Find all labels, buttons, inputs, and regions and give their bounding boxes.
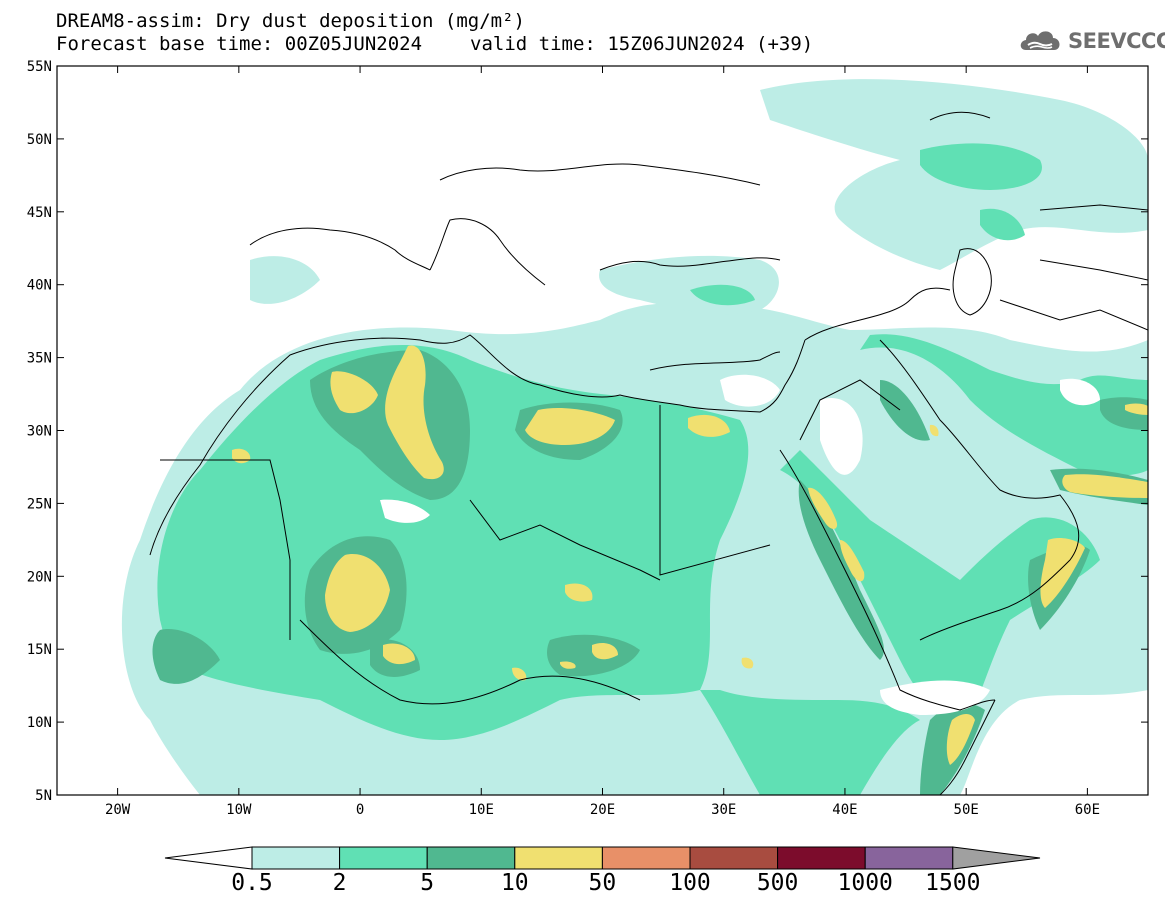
colorbar-segment — [777, 846, 866, 870]
x-tick-label: 30E — [711, 802, 736, 818]
colorbar-segment — [514, 846, 603, 870]
colorbar-segment — [251, 846, 341, 870]
colorbar-label: 50 — [589, 870, 617, 896]
colorbar-label: 5 — [420, 870, 434, 896]
colorbar-label: 500 — [757, 870, 799, 896]
deposition-band-very-high — [232, 345, 1148, 765]
forecast-base-time: Forecast base time: 00Z05JUN2024 — [56, 33, 423, 55]
clear-areas — [380, 374, 1100, 715]
x-tick-label: 60E — [1075, 802, 1100, 818]
axis-labels: 20W 10W 0 10E 20E 30E 40E 50E 60E 5N 10N 15N 20N 25N 3… — [27, 59, 1100, 818]
y-tick-label: 5N — [35, 788, 52, 804]
coastlines — [149, 111, 1148, 795]
colorbar-label: 2 — [333, 870, 347, 896]
axis-ticks — [57, 65, 1148, 796]
colorbar-under-triangle — [164, 846, 253, 870]
colorbar-label: 10 — [501, 870, 529, 896]
y-tick-label: 20N — [27, 569, 52, 585]
colorbar-label: 0.5 — [231, 870, 273, 896]
logo-text: SEEVCCC — [1068, 29, 1165, 53]
y-tick-label: 35N — [27, 351, 52, 367]
colorbar-segment — [426, 846, 516, 870]
colorbar-label: 1000 — [838, 870, 893, 896]
x-tick-label: 10W — [226, 802, 252, 818]
y-tick-label: 30N — [27, 424, 52, 440]
seevccc-logo: SEEVCCC — [1018, 26, 1165, 56]
x-tick-label: 20W — [105, 802, 131, 818]
y-tick-label: 55N — [27, 59, 52, 75]
colorbar-segment — [689, 846, 779, 870]
y-tick-label: 25N — [27, 496, 52, 512]
dust-fields — [121, 79, 1148, 795]
colorbar-segment — [601, 846, 691, 870]
y-tick-label: 40N — [27, 278, 52, 294]
y-tick-label: 45N — [27, 205, 52, 221]
colorbar: 0.5 2 5 10 50 100 500 1000 1500 — [164, 846, 1041, 896]
y-tick-label: 10N — [27, 715, 52, 731]
x-tick-label: 50E — [954, 802, 979, 818]
valid-time: valid time: 15Z06JUN2024 (+39) — [470, 33, 814, 55]
colorbar-over-triangle — [952, 846, 1041, 870]
colorbar-label: 1500 — [925, 870, 980, 896]
time-info: Forecast base time: 00Z05JUN2024 valid ti… — [56, 33, 813, 55]
colorbar-segment — [864, 846, 954, 870]
x-tick-label: 20E — [590, 802, 615, 818]
cloud-icon — [1020, 31, 1060, 50]
y-tick-label: 15N — [27, 642, 52, 658]
map-title: DREAM8-assim: Dry dust deposition (mg/m²… — [56, 10, 525, 32]
colorbar-label: 100 — [669, 870, 711, 896]
colorbar-segment — [339, 846, 428, 870]
y-tick-label: 50N — [27, 132, 52, 148]
x-tick-label: 0 — [356, 802, 364, 818]
x-tick-label: 40E — [832, 802, 857, 818]
x-tick-label: 10E — [469, 802, 494, 818]
